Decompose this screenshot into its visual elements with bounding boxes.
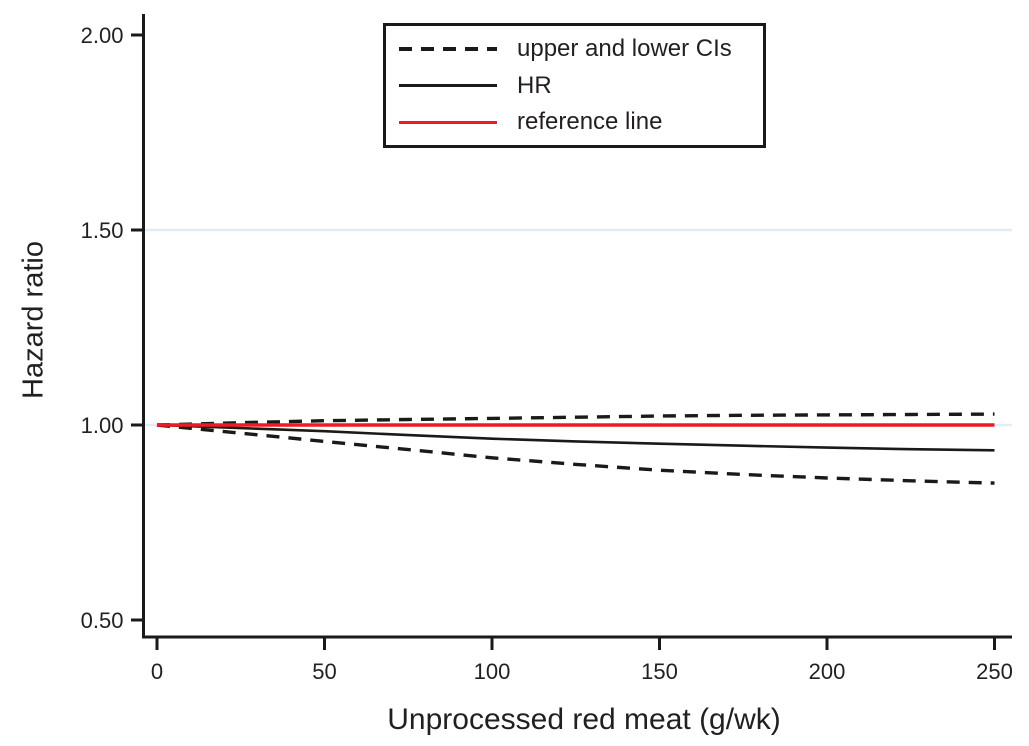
x-tick-label: 0 <box>151 659 163 684</box>
x-tick-label: 200 <box>809 659 846 684</box>
x-tick-label: 50 <box>312 659 336 684</box>
y-tick-label: 1.50 <box>81 218 124 243</box>
solid-line-sample <box>399 84 497 87</box>
hr-line <box>156 423 995 452</box>
upper-ci-line <box>156 412 995 427</box>
legend-label: upper and lower CIs <box>517 34 732 62</box>
dashed-line-sample <box>399 46 497 51</box>
legend-row-reference: reference line <box>386 108 763 136</box>
x-tick-label: 100 <box>474 659 511 684</box>
x-axis-title: Unprocessed red meat (g/wk) <box>387 703 781 736</box>
y-tick-label: 2.00 <box>81 23 124 48</box>
y-axis-title: Hazard ratio <box>17 241 50 399</box>
reference-line-sample <box>399 120 497 124</box>
legend-row-hr: HR <box>386 72 763 100</box>
lower-ci-line <box>156 423 995 485</box>
x-tick-label: 150 <box>641 659 678 684</box>
y-tick-label: 1.00 <box>81 413 124 438</box>
legend-box: upper and lower CIs HR reference line <box>383 23 766 148</box>
legend-label: HR <box>517 71 552 99</box>
legend-row-upper-lower-cis: upper and lower CIs <box>386 35 763 63</box>
x-tick-label: 250 <box>976 659 1013 684</box>
y-tick-label: 0.50 <box>81 608 124 633</box>
legend-label: reference line <box>517 108 663 136</box>
